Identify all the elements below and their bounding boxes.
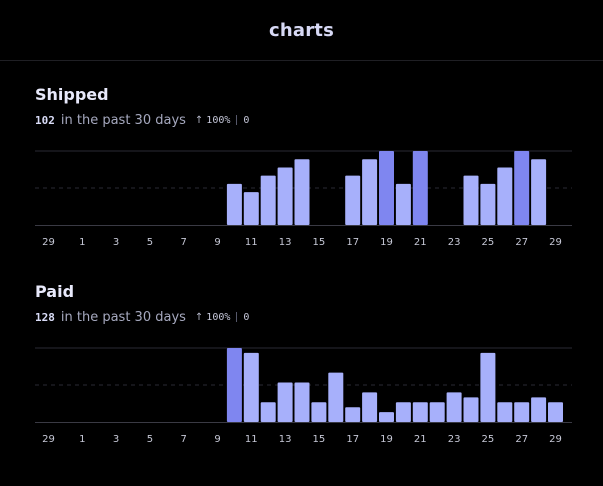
bar-22[interactable] xyxy=(429,402,445,422)
bar-13[interactable] xyxy=(277,167,293,225)
bar-19[interactable] xyxy=(379,412,394,422)
x-tick-label: 27 xyxy=(515,237,528,248)
bar-10[interactable] xyxy=(226,348,242,422)
divider xyxy=(236,312,238,322)
bar-15[interactable] xyxy=(311,402,327,422)
bar-28[interactable] xyxy=(531,397,547,422)
bar-17[interactable] xyxy=(345,175,361,225)
summary-line: 128 in the past 30 days ↑ 100% 0 xyxy=(35,309,249,325)
bar-16[interactable] xyxy=(328,372,344,422)
bar-23[interactable] xyxy=(446,392,462,422)
bar-25[interactable] xyxy=(480,183,496,225)
arrow-up-icon: ↑ xyxy=(194,311,204,323)
summary-line: 102 in the past 30 days ↑ 100% 0 xyxy=(35,112,249,128)
delta-value: 100% xyxy=(206,114,231,126)
previous-value: 0 xyxy=(243,114,250,126)
bar-25[interactable] xyxy=(480,352,496,422)
summary-text: in the past 30 days xyxy=(60,112,186,128)
x-tick-label: 1 xyxy=(79,237,85,248)
previous-value: 0 xyxy=(243,311,250,323)
x-tick-label: 11 xyxy=(245,434,258,445)
x-tick-label: 29 xyxy=(549,434,562,445)
bar-26[interactable] xyxy=(497,402,513,422)
x-tick-label: 3 xyxy=(113,434,119,445)
x-tick-label: 19 xyxy=(380,434,393,445)
paid-bar-chart: 29 1 3 5 7 9 11 13 15 17 19 21 23 25 27 29 xyxy=(35,347,572,445)
x-tick-label: 15 xyxy=(313,237,326,248)
shipped-bar-chart: 29 1 3 5 7 9 11 13 15 17 19 21 23 25 27 29 xyxy=(35,150,572,248)
bar-11[interactable] xyxy=(243,192,259,225)
x-tick-label: 9 xyxy=(214,434,220,445)
bar-24[interactable] xyxy=(463,175,479,225)
bar-20[interactable] xyxy=(395,183,411,225)
bar-14[interactable] xyxy=(294,159,310,225)
bar-18[interactable] xyxy=(362,392,378,422)
bar-20[interactable] xyxy=(395,402,411,422)
bar-21[interactable] xyxy=(412,151,428,225)
x-tick-label: 5 xyxy=(147,237,153,248)
page-title: charts xyxy=(268,19,335,41)
x-tick-label: 9 xyxy=(214,237,220,248)
page-header: charts xyxy=(0,0,603,61)
bar-27[interactable] xyxy=(514,402,530,422)
x-tick-label: 29 xyxy=(42,237,55,248)
delta-value: 100% xyxy=(206,311,231,323)
x-tick-label: 25 xyxy=(482,434,495,445)
summary-count: 102 xyxy=(35,113,55,127)
x-tick-label: 29 xyxy=(549,237,562,248)
bar-10[interactable] xyxy=(226,183,242,225)
bar-28[interactable] xyxy=(531,159,547,225)
x-tick-label: 17 xyxy=(346,434,359,445)
bar-13[interactable] xyxy=(277,382,293,422)
x-tick-label: 21 xyxy=(414,237,427,248)
bar-29[interactable] xyxy=(548,402,563,422)
bar-26[interactable] xyxy=(497,167,513,225)
bar-12[interactable] xyxy=(260,402,276,422)
summary-delta: ↑ 100% xyxy=(195,312,230,323)
bar-17[interactable] xyxy=(345,407,361,422)
x-tick-label: 5 xyxy=(147,434,153,445)
x-tick-label: 13 xyxy=(279,237,292,248)
x-tick-label: 21 xyxy=(414,434,427,445)
bar-11[interactable] xyxy=(243,352,259,422)
x-tick-label: 23 xyxy=(448,237,461,248)
x-tick-label: 17 xyxy=(346,237,359,248)
x-tick-label: 15 xyxy=(313,434,326,445)
chart-title: Shipped xyxy=(35,85,109,104)
x-tick-label: 27 xyxy=(515,434,528,445)
summary-delta: ↑ 100% xyxy=(195,115,230,126)
x-tick-label: 13 xyxy=(279,434,292,445)
bar-27[interactable] xyxy=(514,151,530,225)
x-tick-label: 23 xyxy=(448,434,461,445)
x-tick-label: 19 xyxy=(380,237,393,248)
x-tick-label: 1 xyxy=(79,434,85,445)
arrow-up-icon: ↑ xyxy=(194,114,204,126)
x-tick-label: 7 xyxy=(181,434,187,445)
x-tick-label: 25 xyxy=(482,237,495,248)
bar-12[interactable] xyxy=(260,175,276,225)
bar-14[interactable] xyxy=(294,382,310,422)
bar-24[interactable] xyxy=(463,397,479,422)
bar-18[interactable] xyxy=(362,159,378,225)
x-tick-label: 7 xyxy=(181,237,187,248)
bar-21[interactable] xyxy=(412,402,428,422)
x-tick-label: 11 xyxy=(245,237,258,248)
chart-title: Paid xyxy=(35,282,75,301)
summary-count: 128 xyxy=(35,310,55,324)
divider xyxy=(236,115,238,125)
x-tick-label: 3 xyxy=(113,237,119,248)
x-tick-label: 29 xyxy=(42,434,55,445)
summary-text: in the past 30 days xyxy=(60,309,186,325)
bar-19[interactable] xyxy=(379,151,394,225)
